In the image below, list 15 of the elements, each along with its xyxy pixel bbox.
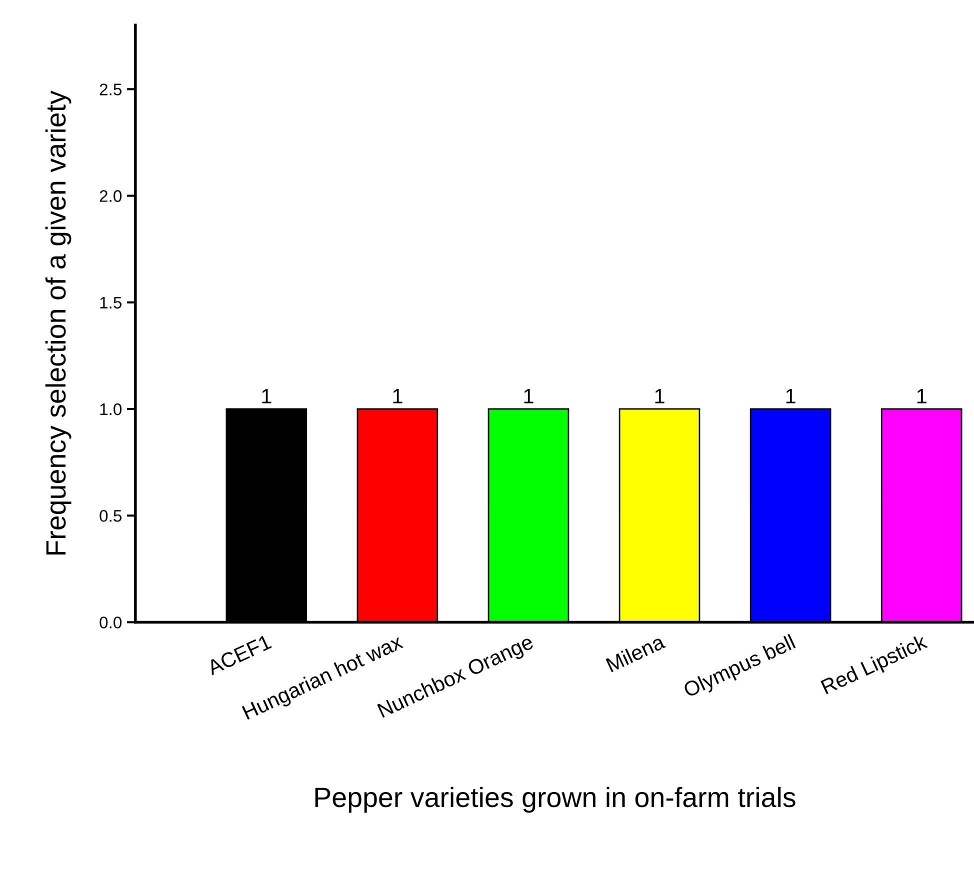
y-axis-title: Frequency selection of a given variety	[45, 90, 72, 555]
data-label: 1	[393, 388, 402, 404]
data-label: 1	[655, 388, 664, 404]
x-axis-title: Pepper varieties grown in on-farm trials	[315, 786, 796, 813]
y-tick-label: 0.0	[100, 616, 122, 628]
data-label: 1	[262, 388, 272, 404]
data-label: 1	[786, 388, 796, 404]
y-tick-label: 2.5	[100, 84, 122, 96]
data-label: 1	[917, 388, 926, 404]
data-label: 1	[524, 388, 534, 404]
y-tick-label: 2.0	[100, 190, 122, 202]
y-tick-label: 1.5	[100, 296, 122, 309]
y-tick-label: 0.5	[100, 510, 122, 522]
x-tick-label: Milena	[605, 633, 666, 672]
y-tick-label: 1.0	[100, 403, 122, 416]
